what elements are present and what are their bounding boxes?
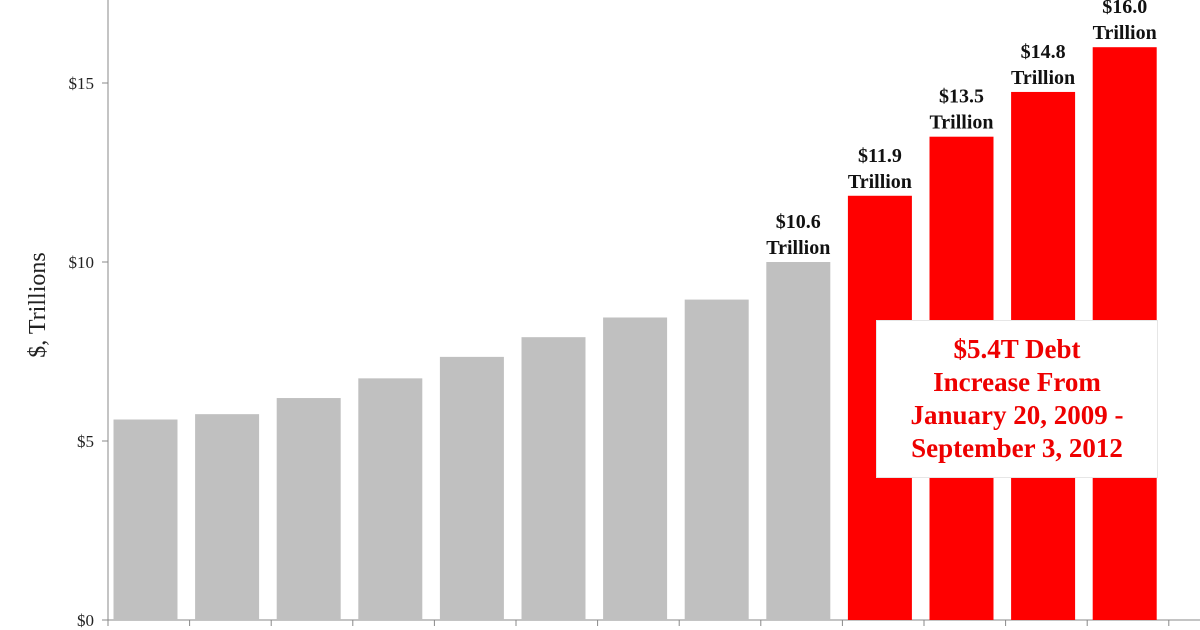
callout-line-1: $5.4T Debt bbox=[953, 334, 1081, 364]
bar bbox=[766, 262, 831, 620]
callout-line-4: September 3, 2012 bbox=[911, 433, 1123, 463]
y-axis-label: $, Trillions bbox=[25, 252, 51, 357]
bar bbox=[603, 317, 668, 620]
bar-value-labels: $10.6 Trillion $11.9 Trillion $13.5 Trillion $… bbox=[766, 0, 1156, 259]
bar-value-label: Trillion bbox=[929, 112, 993, 134]
bar bbox=[113, 419, 178, 620]
bar-value-label: Trillion bbox=[766, 237, 830, 259]
bar-value-label: $13.5 bbox=[939, 86, 984, 108]
y-tick-label: $15 bbox=[69, 74, 95, 93]
debt-increase-callout: $5.4T Debt Increase From January 20, 200… bbox=[876, 320, 1158, 478]
bar-value-label: $14.8 bbox=[1021, 41, 1066, 63]
bar bbox=[521, 337, 586, 620]
bar-value-label: $11.9 bbox=[858, 145, 902, 167]
bar bbox=[439, 356, 504, 620]
bar bbox=[358, 378, 423, 620]
bar-value-label: $16.0 bbox=[1102, 0, 1147, 18]
bar bbox=[276, 398, 341, 620]
y-tick-label: $5 bbox=[77, 432, 94, 451]
callout-line-3: January 20, 2009 - bbox=[910, 400, 1124, 430]
callout-line-2: Increase From bbox=[933, 367, 1101, 397]
bar-value-label: Trillion bbox=[848, 171, 912, 193]
bar bbox=[684, 299, 749, 620]
y-tick-label: $0 bbox=[77, 611, 94, 630]
bar-value-label: $10.6 bbox=[776, 211, 821, 233]
bar bbox=[195, 414, 260, 620]
bar-value-label: Trillion bbox=[1011, 67, 1075, 89]
bar-value-label: Trillion bbox=[1093, 22, 1157, 44]
y-tick-label: $10 bbox=[69, 253, 95, 272]
